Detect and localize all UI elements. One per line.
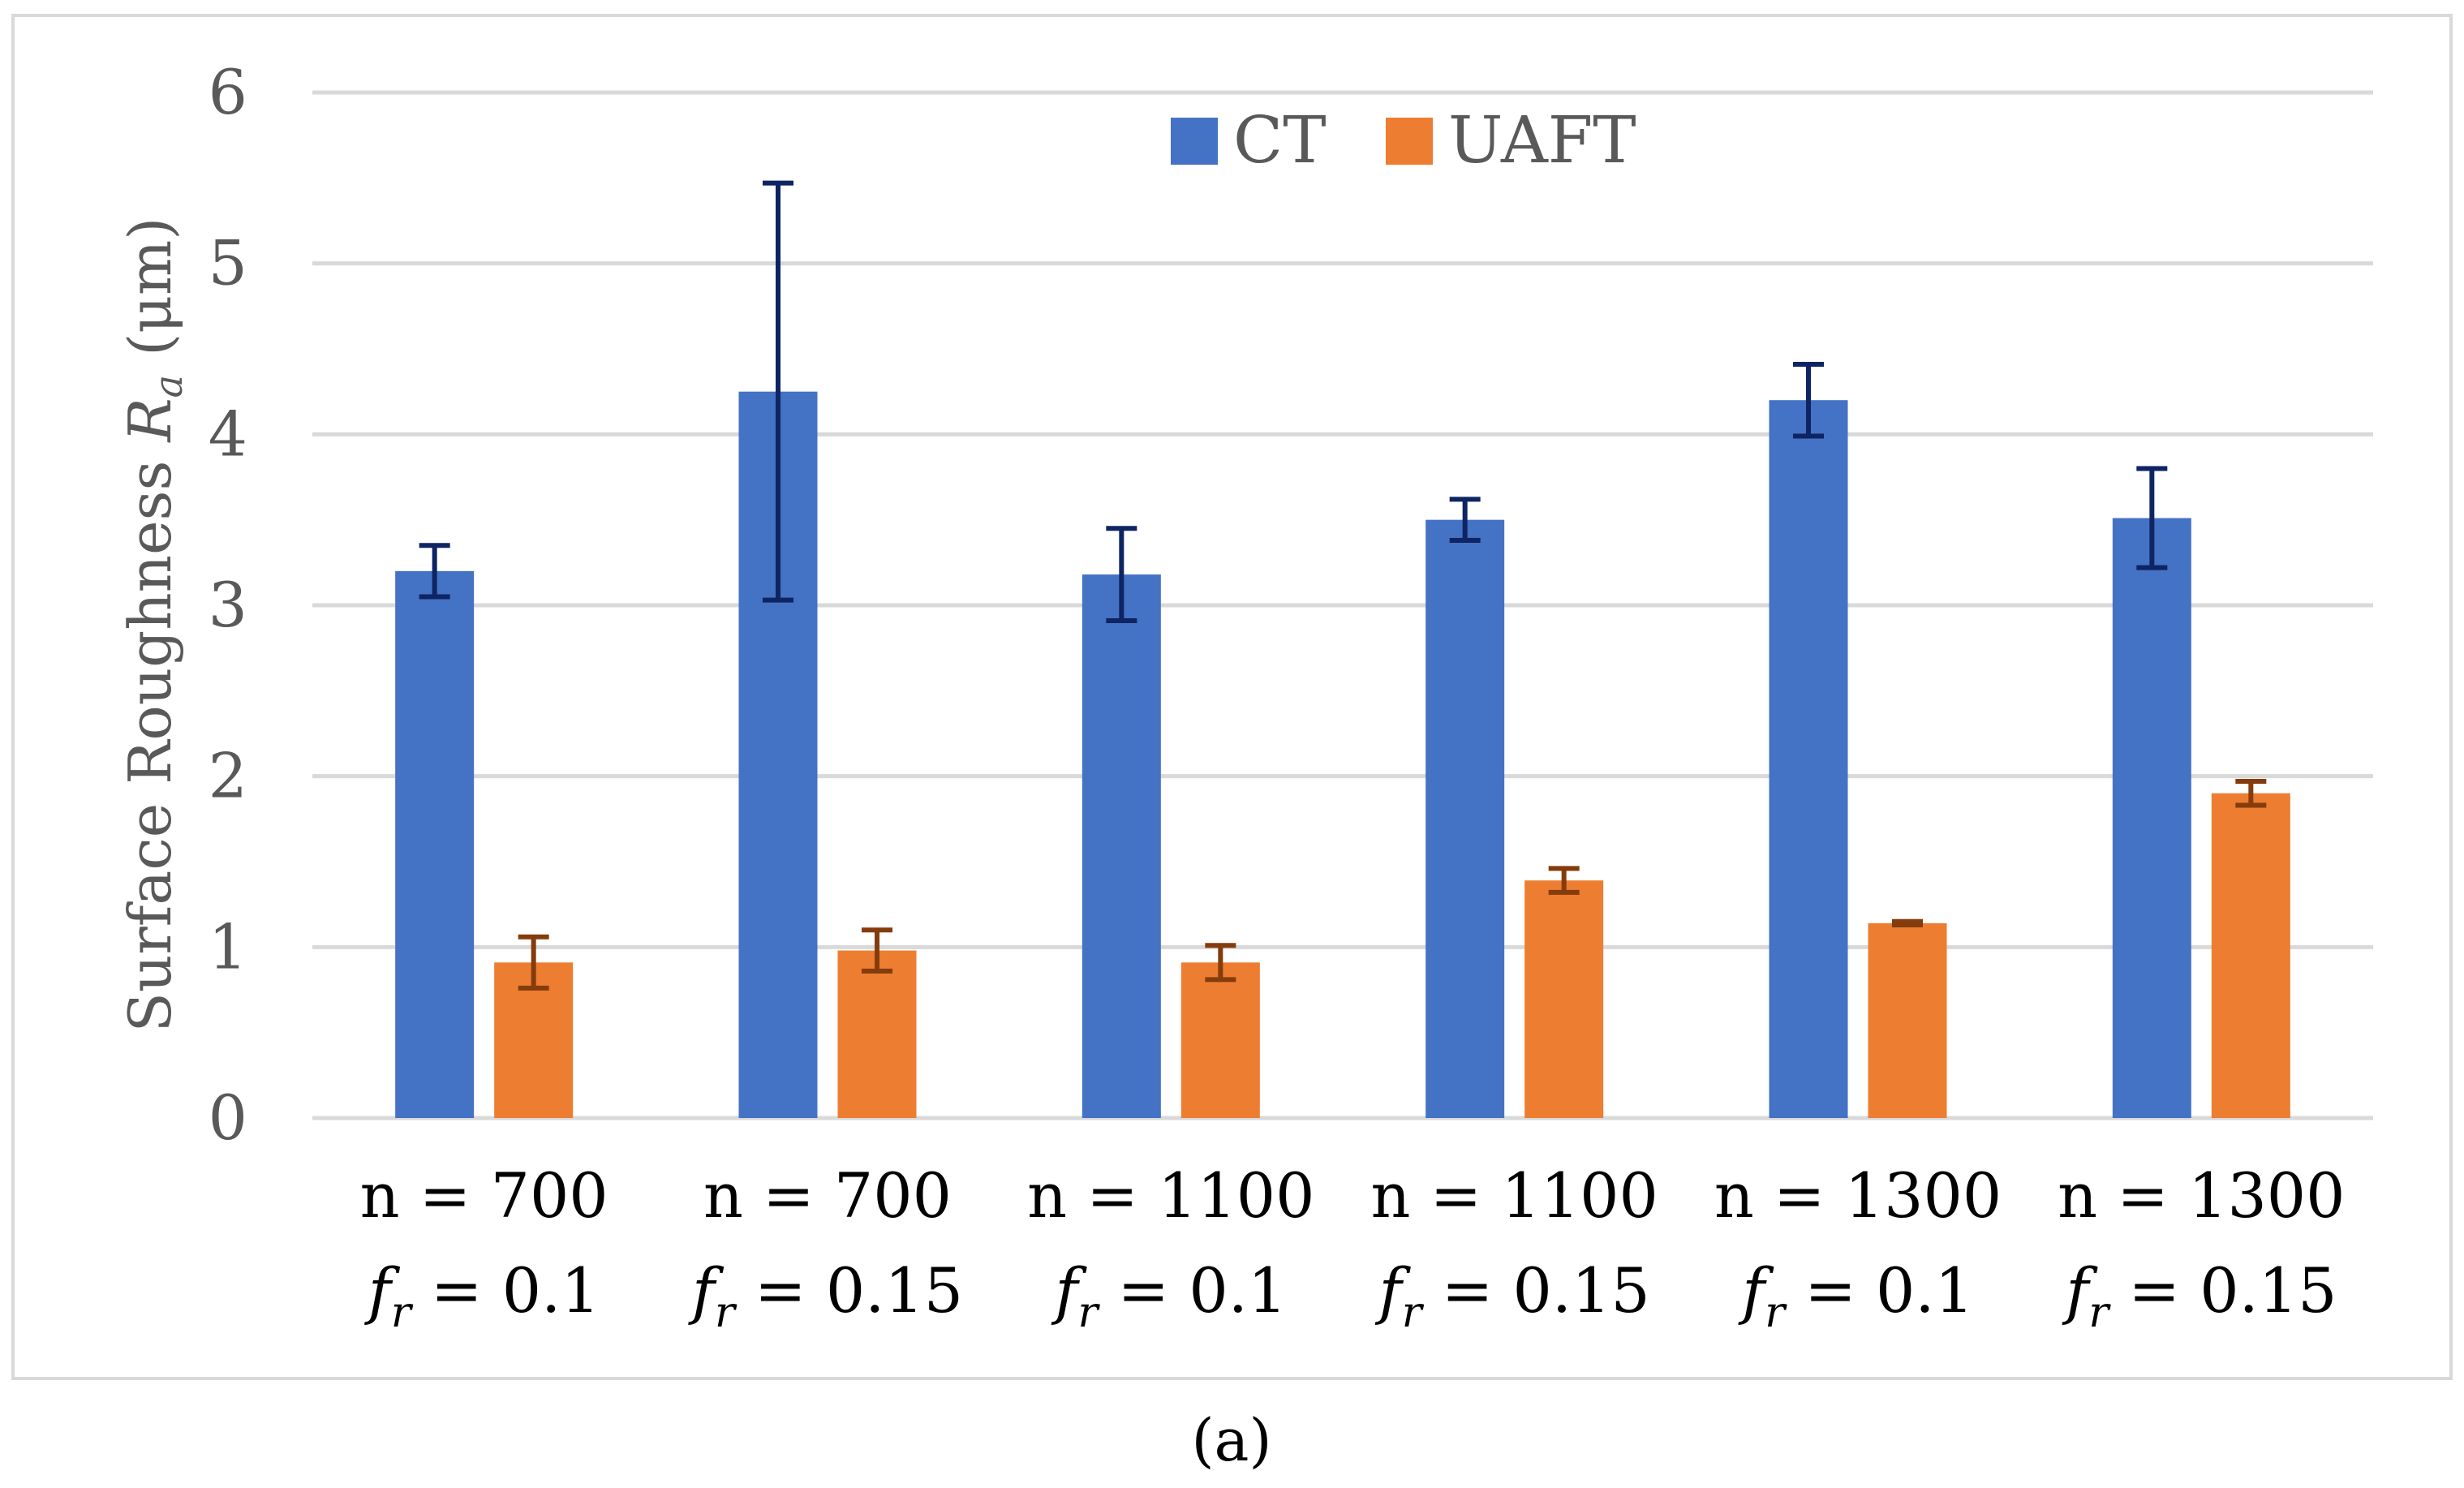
y-tick-label-4: 4 (209, 398, 247, 470)
error-bar-uaft-2 (862, 927, 892, 974)
error-bar-ct-3 (1106, 526, 1137, 623)
bar-ct-3 (1081, 574, 1161, 1118)
error-bar-uaft-1 (518, 934, 549, 991)
fr-subscript: r (1765, 1288, 1787, 1337)
error-bar-uaft-6 (2235, 778, 2267, 808)
fr-subscript: r (1078, 1288, 1101, 1337)
legend-swatch-ct (1171, 118, 1218, 165)
y-axis-ticks: 0 1 2 3 4 5 6 (209, 56, 247, 1154)
error-bar-ct-1 (419, 543, 450, 600)
category-labels: n = 700 fr = 0.1 n = 700 fr = 0.15 n = 1100 f… (360, 1159, 2346, 1337)
bar-ct-6 (2112, 518, 2191, 1118)
y-axis-label-main: Surface Roughness (116, 442, 184, 1033)
bar-uaft-2 (837, 950, 917, 1118)
y-tick-label-0: 0 (209, 1082, 247, 1154)
y-tick-label-6: 6 (209, 56, 247, 128)
bar-ct-4 (1426, 519, 1505, 1118)
y-tick-label-1: 1 (209, 910, 247, 983)
category-label-n-1: n = 700 (360, 1159, 608, 1232)
fr-subscript: r (391, 1288, 414, 1337)
bar-uaft-5 (1868, 922, 1947, 1118)
fr-subscript: r (2088, 1288, 2111, 1337)
y-axis-label: Surface Roughness Ra (μm) (116, 217, 191, 1033)
category-label-n-5: n = 1300 (1714, 1159, 2002, 1232)
legend: CT UAFT (1171, 102, 1636, 178)
fr-subscript: r (715, 1288, 737, 1337)
bar-uaft-4 (1524, 880, 1604, 1118)
error-bar-ct-6 (2136, 466, 2168, 570)
y-tick-label-2: 2 (209, 740, 247, 812)
error-bar-ct-4 (1449, 497, 1481, 543)
bars (395, 391, 2290, 1119)
y-axis-label-unit: (μm) (116, 217, 184, 375)
legend-swatch-uaft (1386, 118, 1433, 165)
fr-value: = 0.15 (735, 1254, 963, 1327)
bar-uaft-3 (1180, 962, 1260, 1118)
error-bars (419, 180, 2267, 991)
bar-ct-5 (1769, 400, 1848, 1118)
error-bar-ct-2 (763, 180, 793, 603)
category-label-fr-5: fr = 0.1 (1738, 1254, 1974, 1337)
fr-value: = 0.15 (2109, 1254, 2337, 1327)
category-label-fr-6: fr = 0.15 (2062, 1254, 2337, 1337)
category-label-n-2: n = 700 (703, 1159, 952, 1232)
fr-subscript: r (1402, 1288, 1425, 1337)
error-bar-uaft-3 (1205, 943, 1236, 983)
y-axis-label-subscript: a (146, 375, 191, 398)
y-axis-label-symbol: R (116, 398, 184, 443)
figure-caption: (a) (1191, 1406, 1271, 1474)
category-label-fr-4: fr = 0.15 (1375, 1254, 1650, 1337)
y-tick-label-3: 3 (209, 569, 247, 641)
bar-ct-1 (395, 570, 475, 1118)
fr-value: = 0.1 (1098, 1254, 1287, 1327)
gridlines (312, 90, 2373, 1120)
category-label-n-3: n = 1100 (1027, 1159, 1314, 1232)
category-label-n-6: n = 1300 (2058, 1159, 2345, 1232)
category-label-n-4: n = 1100 (1370, 1159, 1658, 1232)
fr-value: = 0.15 (1422, 1254, 1650, 1327)
legend-label-ct: CT (1233, 102, 1327, 178)
fr-value: = 0.1 (1785, 1254, 1974, 1327)
bar-uaft-6 (2211, 793, 2290, 1118)
error-bar-uaft-5 (1892, 918, 1923, 927)
legend-label-uaft: UAFT (1448, 102, 1636, 178)
category-label-fr-2: fr = 0.15 (688, 1254, 963, 1337)
category-label-fr-3: fr = 0.1 (1051, 1254, 1287, 1337)
fr-value: = 0.1 (411, 1254, 600, 1327)
error-bar-uaft-4 (1548, 866, 1580, 895)
y-tick-label-5: 5 (209, 227, 247, 299)
error-bar-ct-5 (1793, 361, 1824, 439)
